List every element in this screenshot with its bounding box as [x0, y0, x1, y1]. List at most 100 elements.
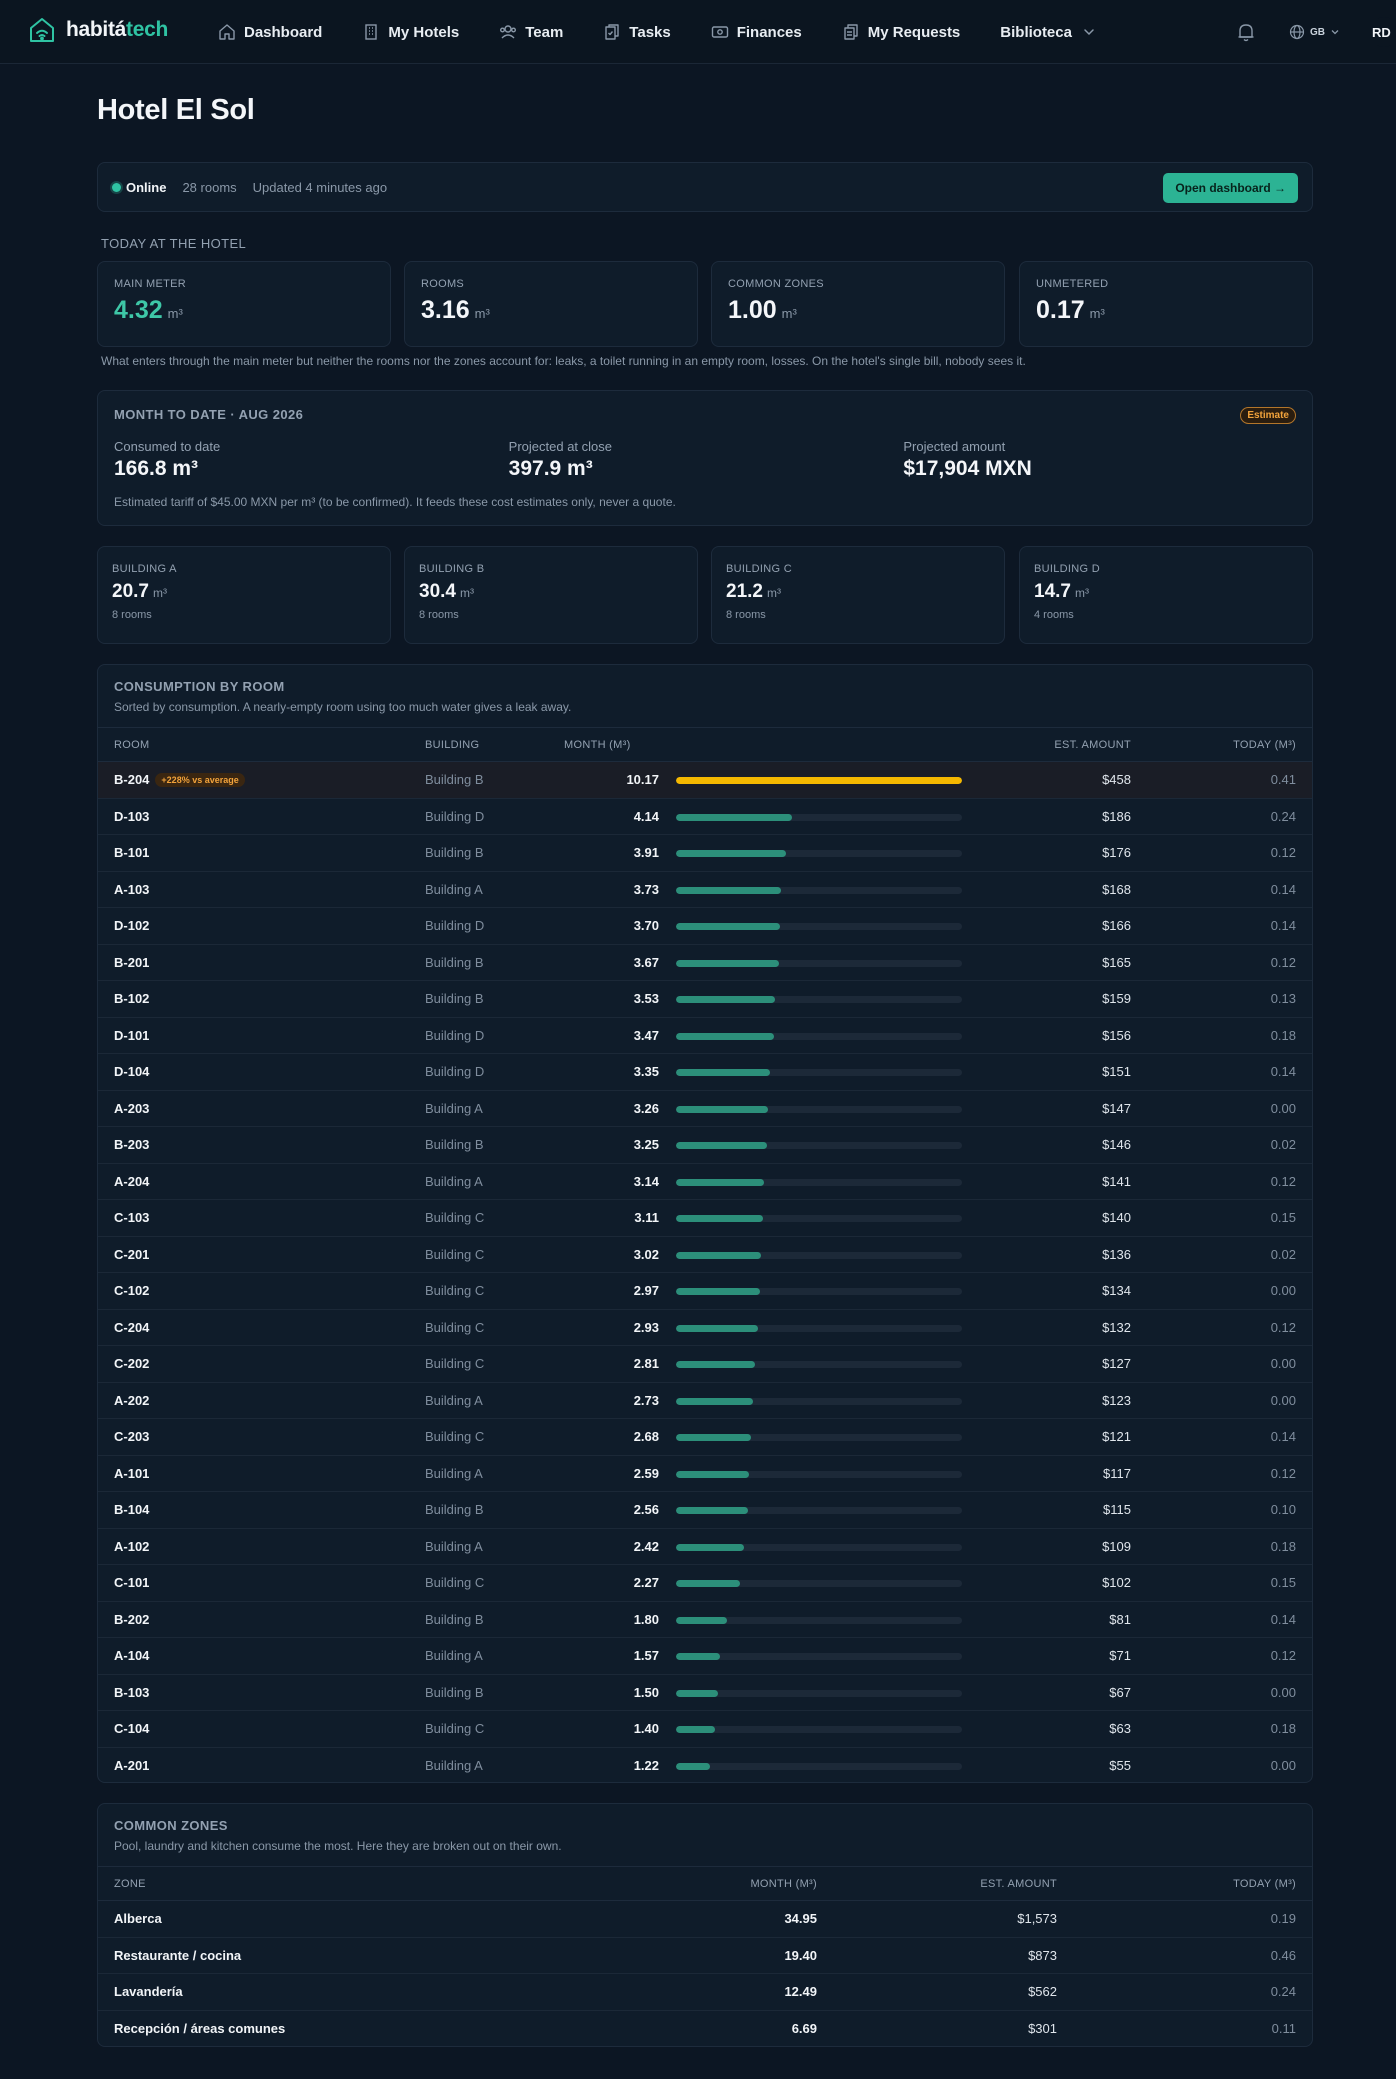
room-amount: $140 — [1102, 1210, 1131, 1225]
room-month: 1.57 — [633, 1648, 659, 1663]
room-month: 1.80 — [633, 1611, 659, 1627]
nav-my-hotels[interactable]: My Hotels — [362, 23, 459, 41]
table-row[interactable]: A-102 Building A 2.42 $109 0.18 — [98, 1529, 1312, 1565]
building-card-d[interactable]: BUILDING D 14.7 m³ 4 rooms — [1019, 546, 1313, 644]
room-today: 0.18 — [1270, 1721, 1296, 1736]
stat-value: $17,904 MXN — [903, 457, 1032, 480]
nav-tasks[interactable]: Tasks — [603, 23, 671, 41]
room-amount: $67 — [1109, 1684, 1131, 1700]
col-month[interactable]: MONTH (M³) — [750, 1878, 817, 1890]
consumption-bar-fill — [676, 777, 962, 784]
avatar[interactable]: RD — [1372, 17, 1396, 47]
table-row[interactable]: Alberca 34.95 $1,573 0.19 — [98, 1901, 1312, 1938]
table-row[interactable]: C-102 Building C 2.97 $134 0.00 — [98, 1273, 1312, 1310]
table-row[interactable]: B-203 Building B 3.25 $146 0.02 — [98, 1127, 1312, 1164]
table-row[interactable]: Recepción / áreas comunes 6.69 $301 0.11 — [98, 2011, 1312, 2047]
nav-right: GB RD — [1235, 0, 1396, 64]
table-row[interactable]: C-104 Building C 1.40 $63 0.18 — [98, 1711, 1312, 1748]
room-month: 2.73 — [633, 1392, 659, 1408]
room-building: Building C — [425, 1283, 485, 1298]
consumption-bar — [676, 1178, 962, 1186]
table-row[interactable]: C-101 Building C 2.27 $102 0.15 — [98, 1565, 1312, 1602]
room-id: C-102 — [114, 1283, 150, 1298]
nav-my-requests[interactable]: My Requests — [842, 23, 960, 41]
table-row[interactable]: C-202 Building C 2.81 $127 0.00 — [98, 1346, 1312, 1383]
building-card-b[interactable]: BUILDING B 30.4 m³ 8 rooms — [404, 546, 698, 644]
status-bar: Online 28 rooms Updated 4 minutes ago Op… — [97, 162, 1313, 212]
room-building: Building C — [425, 1721, 485, 1736]
table-row[interactable]: A-202 Building A 2.73 $123 0.00 — [98, 1383, 1312, 1419]
nav-biblioteca[interactable]: Biblioteca — [1000, 23, 1098, 41]
col-amount[interactable]: EST. AMOUNT — [980, 1878, 1057, 1890]
room-building: Building D — [425, 1064, 485, 1079]
table-row[interactable]: B-202 Building B 1.80 $81 0.14 — [98, 1602, 1312, 1638]
table-row[interactable]: A-201 Building A 1.22 $55 0.00 — [98, 1748, 1312, 1783]
status-updated: Updated 4 minutes ago — [252, 179, 388, 195]
room-month: 2.56 — [633, 1502, 659, 1517]
table-row[interactable]: C-204 Building C 2.93 $132 0.12 — [98, 1310, 1312, 1346]
table-row[interactable]: Lavandería 12.49 $562 0.24 — [98, 1974, 1312, 2011]
consumption-bar — [676, 1142, 962, 1149]
col-room[interactable]: ROOM — [114, 739, 150, 751]
table-row[interactable]: C-103 Building C 3.11 $140 0.15 — [98, 1200, 1312, 1237]
table-row[interactable]: A-103 Building A 3.73 $168 0.14 — [98, 872, 1312, 908]
room-building: Building D — [425, 918, 485, 933]
col-zone[interactable]: ZONE — [114, 1878, 146, 1890]
room-amount: $134 — [1102, 1283, 1131, 1298]
table-row[interactable]: D-102 Building D 3.70 $166 0.14 — [98, 908, 1312, 945]
room-month: 3.14 — [633, 1173, 659, 1189]
col-amount[interactable]: EST. AMOUNT — [1054, 739, 1131, 751]
nav-finances[interactable]: Finances — [711, 23, 802, 41]
zone-today: 0.19 — [1270, 1911, 1296, 1926]
language-selector[interactable]: GB — [1289, 24, 1340, 40]
table-row[interactable]: D-101 Building D 3.47 $156 0.18 — [98, 1018, 1312, 1054]
table-row[interactable]: A-204 Building A 3.14 $141 0.12 — [98, 1164, 1312, 1200]
col-today[interactable]: TODAY (M³) — [1233, 739, 1296, 751]
room-amount: $166 — [1102, 918, 1131, 933]
table-row[interactable]: B-103 Building B 1.50 $67 0.00 — [98, 1675, 1312, 1711]
table-row[interactable]: D-103 Building D 4.14 $186 0.24 — [98, 799, 1312, 835]
room-today: 0.12 — [1270, 1465, 1296, 1481]
building-card-a[interactable]: BUILDING A 20.7 m³ 8 rooms — [97, 546, 391, 644]
table-row[interactable]: A-203 Building A 3.26 $147 0.00 — [98, 1091, 1312, 1127]
brand[interactable]: habitátech — [28, 16, 168, 44]
room-building: Building A — [425, 1757, 483, 1773]
table-row[interactable]: B-104 Building B 2.56 $115 0.10 — [98, 1492, 1312, 1529]
building-card-c[interactable]: BUILDING C 21.2 m³ 8 rooms — [711, 546, 1005, 644]
table-row[interactable]: A-101 Building A 2.59 $117 0.12 — [98, 1456, 1312, 1492]
table-row[interactable]: D-104 Building D 3.35 $151 0.14 — [98, 1054, 1312, 1091]
consumption-bar-fill — [676, 1178, 765, 1186]
room-today: 0.10 — [1270, 1502, 1296, 1517]
room-today: 0.12 — [1270, 954, 1296, 970]
consumption-bar — [676, 1616, 962, 1624]
room-amount: $159 — [1102, 991, 1131, 1006]
nav-dashboard[interactable]: Dashboard — [218, 23, 322, 41]
table-row[interactable]: Restaurante / cocina 19.40 $873 0.46 — [98, 1938, 1312, 1974]
col-month[interactable]: MONTH (M³) — [564, 739, 631, 751]
room-today: 0.15 — [1270, 1210, 1296, 1225]
nav-team[interactable]: Team — [499, 23, 563, 41]
room-today: 0.41 — [1270, 772, 1296, 787]
table-row[interactable]: B-101 Building B 3.91 $176 0.12 — [98, 835, 1312, 872]
table-row[interactable]: C-201 Building C 3.02 $136 0.02 — [98, 1237, 1312, 1273]
consumption-bar — [676, 1397, 962, 1405]
room-amount: $147 — [1102, 1100, 1131, 1116]
room-month: 3.47 — [633, 1027, 659, 1043]
chevron-down-icon — [1331, 30, 1339, 35]
room-id: B-104 — [114, 1502, 150, 1517]
zone-today: 0.24 — [1270, 1984, 1296, 1999]
table-row[interactable]: B-102 Building B 3.53 $159 0.13 — [98, 981, 1312, 1018]
table-row[interactable]: A-104 Building A 1.57 $71 0.12 — [98, 1638, 1312, 1675]
open-dashboard-button[interactable]: Open dashboard → — [1163, 173, 1298, 203]
col-building[interactable]: BUILDING — [425, 739, 480, 751]
col-today[interactable]: TODAY (M³) — [1233, 1878, 1296, 1890]
table-row[interactable]: B-204 +228% vs average Building B 10.17 $458… — [98, 762, 1312, 799]
zone-amount: $1,573 — [1017, 1911, 1057, 1926]
table-row[interactable]: B-201 Building B 3.67 $165 0.12 — [98, 945, 1312, 981]
room-building: Building A — [425, 881, 483, 897]
consumption-bar-fill — [676, 1069, 771, 1076]
table-row[interactable]: C-203 Building C 2.68 $121 0.14 — [98, 1419, 1312, 1456]
bell-icon[interactable] — [1235, 21, 1257, 43]
consumption-bar — [676, 1324, 962, 1332]
room-month: 1.22 — [633, 1757, 659, 1773]
